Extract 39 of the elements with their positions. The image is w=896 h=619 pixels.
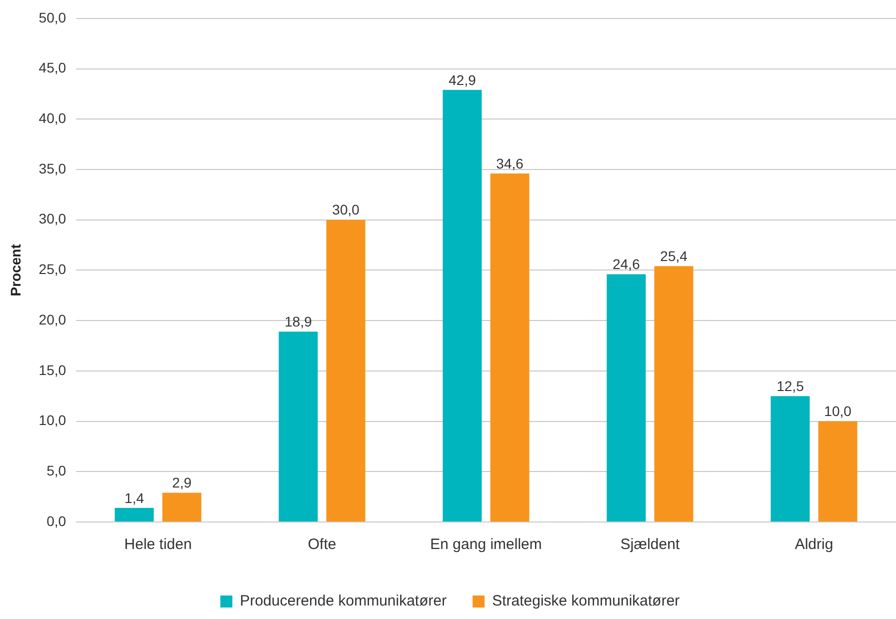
data-label: 2,9 (172, 474, 192, 491)
y-tick-label: 20,0 (38, 311, 66, 328)
bar (326, 220, 366, 522)
y-axis-title: Procent (7, 244, 24, 296)
y-tick-label: 50,0 (38, 9, 66, 26)
x-tick-label: Ofte (308, 536, 336, 554)
bar (490, 174, 530, 522)
bar (114, 508, 154, 522)
data-label: 30,0 (332, 202, 360, 218)
bar (162, 492, 202, 522)
legend-label: Strategiske kommunikatører (492, 592, 680, 610)
data-label: 10,0 (824, 403, 852, 420)
y-tick-label: 5,0 (46, 462, 66, 478)
y-tick-label: 25,0 (38, 261, 66, 278)
bar (442, 90, 482, 522)
y-tick-label: 0,0 (46, 512, 66, 529)
data-label: 34,6 (496, 155, 524, 172)
data-label: 24,6 (612, 256, 640, 272)
bar (278, 332, 318, 522)
data-label: 12,5 (776, 378, 804, 394)
y-tick-label: 35,0 (38, 160, 66, 176)
data-label: 42,9 (448, 72, 476, 88)
x-tick-label: En gang imellem (430, 536, 542, 554)
bar (654, 266, 694, 522)
y-tick-label: 45,0 (38, 60, 66, 76)
bar (818, 421, 858, 522)
x-tick-label: Sjældent (620, 536, 680, 554)
data-label: 1,4 (124, 490, 144, 506)
x-tick-label: Hele tiden (124, 536, 192, 554)
legend-label: Producerende kommunikatører (240, 592, 447, 610)
y-tick-label: 40,0 (38, 110, 66, 126)
bar (770, 396, 810, 522)
y-tick-label: 10,0 (38, 412, 66, 428)
x-tick-label: Aldrig (794, 536, 834, 554)
y-tick-label: 30,0 (38, 210, 66, 227)
bar (606, 274, 646, 522)
data-label: 25,4 (660, 248, 688, 264)
data-label: 18,9 (284, 314, 312, 330)
y-tick-label: 15,0 (38, 362, 66, 378)
